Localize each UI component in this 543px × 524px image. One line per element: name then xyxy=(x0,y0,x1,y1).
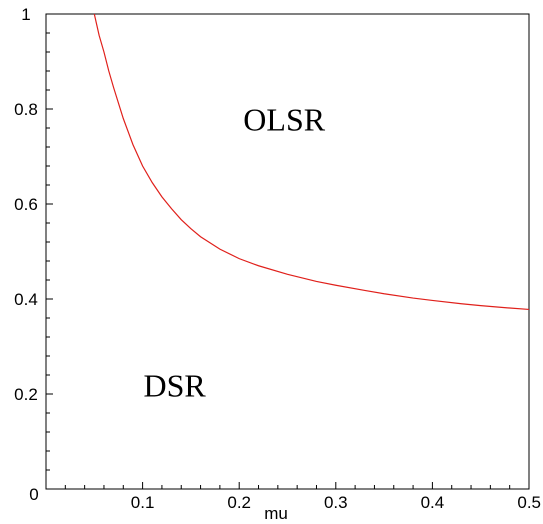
series-line xyxy=(93,13,530,311)
y-tick-label: 0 xyxy=(29,485,38,504)
y-tick-label: 0.2 xyxy=(14,385,38,404)
x-tick-label: 0.1 xyxy=(131,493,155,512)
y-tick-label: 0.8 xyxy=(14,100,38,119)
y-tick-label: 0.4 xyxy=(14,290,38,309)
x-tick-label: 0.5 xyxy=(517,493,541,512)
axis-ticks xyxy=(45,13,530,490)
x-axis-title: mu xyxy=(264,504,288,523)
plot-frame xyxy=(45,13,530,490)
x-tick-label: 0.3 xyxy=(324,493,348,512)
y-tick-label: 1 xyxy=(21,5,30,24)
annotation-dsr: DSR xyxy=(143,368,206,404)
y-tick-label: 0.6 xyxy=(14,195,38,214)
x-tick-label: 0.2 xyxy=(227,493,251,512)
annotation-olsr: OLSR xyxy=(243,102,325,138)
tick-labels: 0.1 0.2 0.3 0.4 0.5 0 0.2 0.4 0.6 0.8 1 xyxy=(14,5,541,512)
x-tick-label: 0.4 xyxy=(421,493,445,512)
